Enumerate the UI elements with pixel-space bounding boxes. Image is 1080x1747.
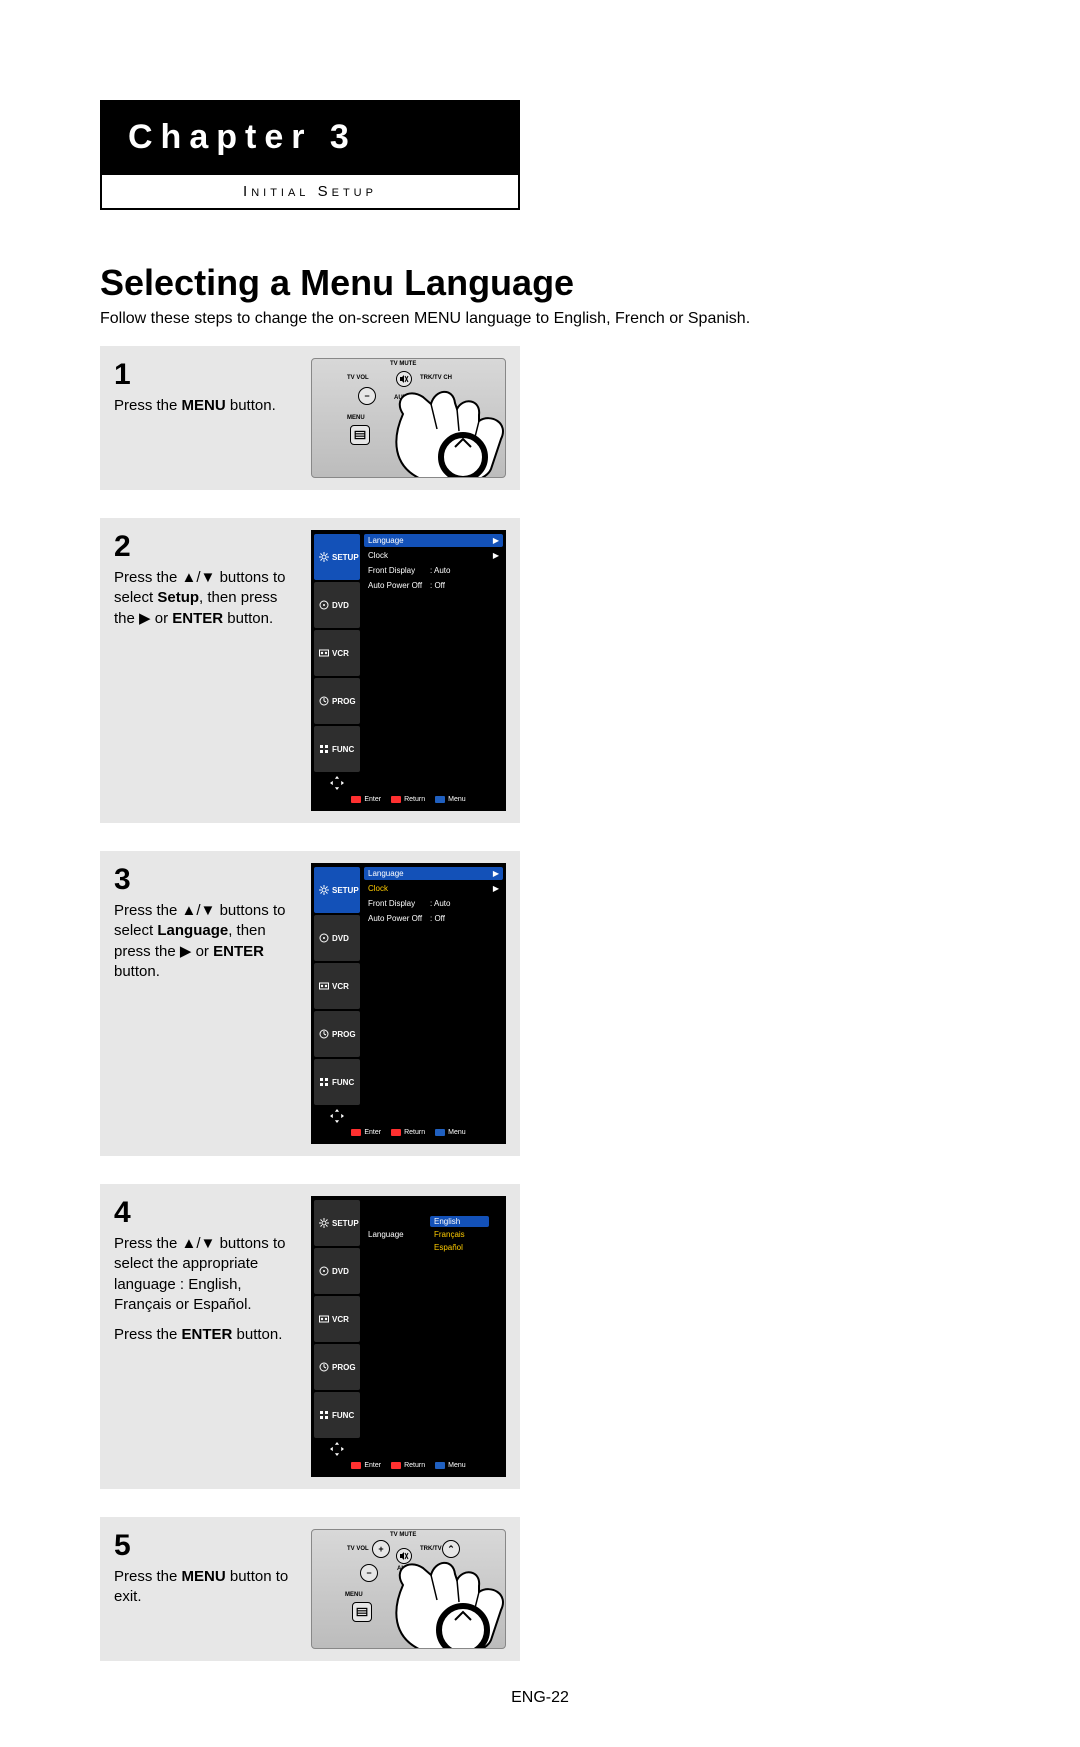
move-icon (314, 1440, 360, 1456)
osd-tab-dvd: DVD (314, 915, 360, 961)
grid-icon (318, 1410, 329, 1421)
osd-row-language: LanguageEnglishFrançaisEspañol (364, 1214, 503, 1255)
chapter-heading: Chapter 3 (100, 100, 520, 175)
step-text: Press the ▲/▼ buttons to select the appr… (114, 1234, 301, 1315)
osd-row-language: Language▶ (364, 534, 503, 547)
clock-icon (318, 696, 329, 707)
osd-tab-setup: SETUP (314, 867, 360, 913)
intro-text: Follow these steps to change the on-scre… (100, 310, 980, 328)
osd-tab-prog: PROG (314, 678, 360, 724)
step-text: Press the MENU button. (114, 396, 301, 416)
osd-tab-func: FUNC (314, 1059, 360, 1105)
move-icon (314, 1107, 360, 1123)
osd-body: Language▶ Clock▶ Front Display: Auto Auto P… (364, 867, 503, 1123)
osd-tab-vcr: VCR (314, 963, 360, 1009)
tape-icon (318, 648, 329, 659)
menu-button-icon (350, 425, 370, 445)
osd-tab-vcr: VCR (314, 630, 360, 676)
osd-tab-func: FUNC (314, 726, 360, 772)
osd-row-clock: Clock▶ (364, 882, 503, 895)
menu-button-icon (352, 1602, 372, 1622)
osd-tab-dvd: DVD (314, 1248, 360, 1294)
osd-footer: EnterReturnMenu (314, 796, 503, 803)
osd-body: LanguageEnglishFrançaisEspañol (364, 1200, 503, 1456)
hand-illustration (373, 1550, 506, 1649)
step-text: Press the ▲/▼ buttons to select Language… (114, 901, 301, 982)
tape-icon (318, 981, 329, 992)
subchapter-heading: Initial Setup (100, 175, 520, 210)
tape-icon (318, 1314, 329, 1325)
osd-menu-step2: SETUPDVDVCRPROGFUNC Language▶ Clock▶ Front … (311, 530, 506, 811)
osd-tab-column: SETUPDVDVCRPROGFUNC (314, 1200, 360, 1456)
osd-tab-column: SETUPDVDVCRPROGFUNC (314, 534, 360, 790)
move-icon (314, 774, 360, 790)
osd-row-clock: Clock▶ (364, 549, 503, 562)
osd-body: Language▶ Clock▶ Front Display: Auto Auto P… (364, 534, 503, 790)
osd-tab-setup: SETUP (314, 1200, 360, 1246)
step-number: 1 (114, 358, 301, 392)
step-text-b: Press the ENTER button. (114, 1325, 301, 1345)
step-1: 1 Press the MENU button. TV MUTE TV VOL … (100, 346, 520, 490)
osd-tab-column: SETUPDVDVCRPROGFUNC (314, 867, 360, 1123)
gear-icon (318, 552, 329, 563)
clock-icon (318, 1362, 329, 1373)
osd-tab-prog: PROG (314, 1011, 360, 1057)
osd-tab-func: FUNC (314, 1392, 360, 1438)
osd-tab-vcr: VCR (314, 1296, 360, 1342)
osd-row-auto-power-off: Auto Power Off: Off (364, 912, 503, 925)
step-number: 5 (114, 1529, 301, 1563)
disc-icon (318, 1266, 329, 1277)
disc-icon (318, 933, 329, 944)
grid-icon (318, 1077, 329, 1088)
remote-illustration: TV MUTE TV VOL TRK/TV CH AUDIO MENU − (311, 358, 506, 478)
osd-tab-setup: SETUP (314, 534, 360, 580)
osd-tab-dvd: DVD (314, 582, 360, 628)
page-title: Selecting a Menu Language (100, 262, 980, 304)
remote-illustration: TV MUTE TV VOL TRK/TV AUDIO MENU + ⌃ − (311, 1529, 506, 1649)
clock-icon (318, 1029, 329, 1040)
osd-menu-step4: SETUPDVDVCRPROGFUNCLanguageEnglishFrança… (311, 1196, 506, 1477)
osd-row-front-display: Front Display: Auto (364, 564, 503, 577)
osd-row-front-display: Front Display: Auto (364, 897, 503, 910)
osd-lang-option-english: English (430, 1216, 489, 1227)
osd-row-auto-power-off: Auto Power Off: Off (364, 579, 503, 592)
step-2: 2 Press the ▲/▼ buttons to select Setup,… (100, 518, 520, 823)
osd-menu-step3: SETUPDVDVCRPROGFUNC Language▶ Clock▶ Front … (311, 863, 506, 1144)
step-text: Press the MENU button to exit. (114, 1567, 301, 1608)
step-number: 4 (114, 1196, 301, 1230)
gear-icon (318, 885, 329, 896)
gear-icon (318, 1218, 329, 1229)
step-number: 2 (114, 530, 301, 564)
disc-icon (318, 600, 329, 611)
step-3: 3 Press the ▲/▼ buttons to select Langua… (100, 851, 520, 1156)
step-5: 5 Press the MENU button to exit. TV MUTE… (100, 1517, 520, 1661)
osd-row-language: Language▶ (364, 867, 503, 880)
page-number: ENG-22 (100, 1689, 980, 1707)
osd-footer: EnterReturnMenu (314, 1129, 503, 1136)
hand-illustration (373, 379, 506, 478)
step-4: 4 Press the ▲/▼ buttons to select the ap… (100, 1184, 520, 1489)
step-text: Press the ▲/▼ buttons to select Setup, t… (114, 568, 301, 629)
step-number: 3 (114, 863, 301, 897)
grid-icon (318, 744, 329, 755)
osd-footer: EnterReturnMenu (314, 1462, 503, 1469)
osd-tab-prog: PROG (314, 1344, 360, 1390)
osd-lang-option-français: Français (430, 1229, 489, 1240)
osd-lang-option-español: Español (430, 1242, 489, 1253)
